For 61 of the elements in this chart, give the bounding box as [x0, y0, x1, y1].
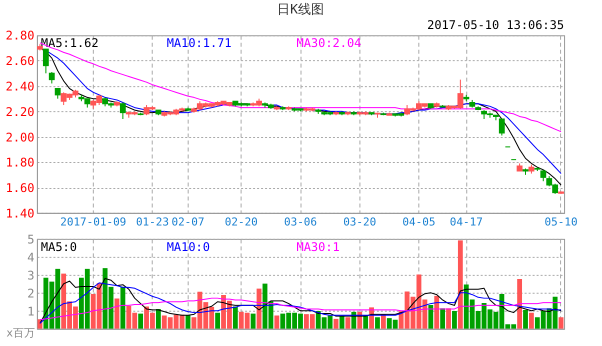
- bar: [452, 310, 457, 329]
- y-tick-label: 2.20: [6, 104, 34, 119]
- candlestick: [498, 118, 505, 136]
- y-tick-label: 5: [27, 232, 34, 246]
- candlestick: [120, 102, 126, 120]
- bar: [274, 315, 280, 329]
- text: MA30:2.04: [296, 36, 362, 50]
- x-tick-label: 03-06: [284, 215, 318, 228]
- y-tick-label: 1.40: [6, 206, 34, 220]
- bar: [186, 315, 190, 329]
- x-tick-label: 03-20: [343, 215, 376, 228]
- text: MA10:1.71: [166, 36, 232, 50]
- chart-title: 日K线图: [277, 2, 324, 18]
- y-tick-label: 1.80: [6, 156, 34, 170]
- bar: [363, 316, 368, 329]
- bar: [440, 308, 446, 329]
- bar: [138, 314, 144, 329]
- x-tick-label: 02-20: [224, 215, 258, 228]
- bar: [375, 317, 380, 329]
- candlestick: [54, 88, 61, 100]
- x-tick-label: 05-10: [544, 215, 578, 228]
- bar: [120, 286, 126, 329]
- x-tick-label: 2017-01-09: [60, 215, 126, 228]
- series-label: MA5:1.62: [40, 36, 99, 50]
- bar: [458, 240, 463, 329]
- bar: [345, 317, 350, 329]
- y-tick-label: 1.60: [6, 181, 34, 196]
- candlestick: [48, 72, 55, 84]
- candlestick: [540, 169, 546, 182]
- bar: [558, 317, 564, 329]
- y-tick-label: 2.00: [6, 130, 34, 144]
- text: MA5:0: [40, 240, 77, 254]
- y-tick-label: 3: [27, 268, 34, 282]
- y-tick-label: 1: [27, 304, 34, 318]
- y-tick-label: 2.80: [6, 28, 34, 43]
- x-tick-label: 01-23: [136, 215, 169, 228]
- x-tick-label: 04-05: [402, 215, 436, 228]
- line-series: [39, 298, 562, 320]
- x-tick-label: 04-17: [450, 215, 483, 228]
- bar: [232, 306, 238, 329]
- y-tick-label: 2: [27, 286, 34, 300]
- bar: [529, 312, 534, 329]
- text: MA30:1: [296, 240, 340, 254]
- bar: [250, 314, 256, 329]
- bar: [446, 308, 451, 329]
- bar: [523, 310, 528, 329]
- text: x百万: [6, 326, 35, 340]
- bar: [156, 308, 161, 329]
- text: MA10:0: [166, 240, 210, 254]
- bar: [334, 318, 338, 329]
- bar: [114, 298, 120, 329]
- bar: [215, 312, 220, 329]
- bar: [256, 288, 262, 329]
- text: 2017-05-10 13:06:35: [427, 18, 564, 32]
- y-tick-label: 2.40: [6, 79, 34, 94]
- y-tick-label: 2.60: [6, 54, 34, 68]
- x-tick-label: 02-07: [171, 215, 205, 228]
- bar: [517, 278, 522, 329]
- candlestick: [42, 48, 49, 74]
- bar: [340, 316, 344, 329]
- y-tick-label: 4: [27, 250, 34, 264]
